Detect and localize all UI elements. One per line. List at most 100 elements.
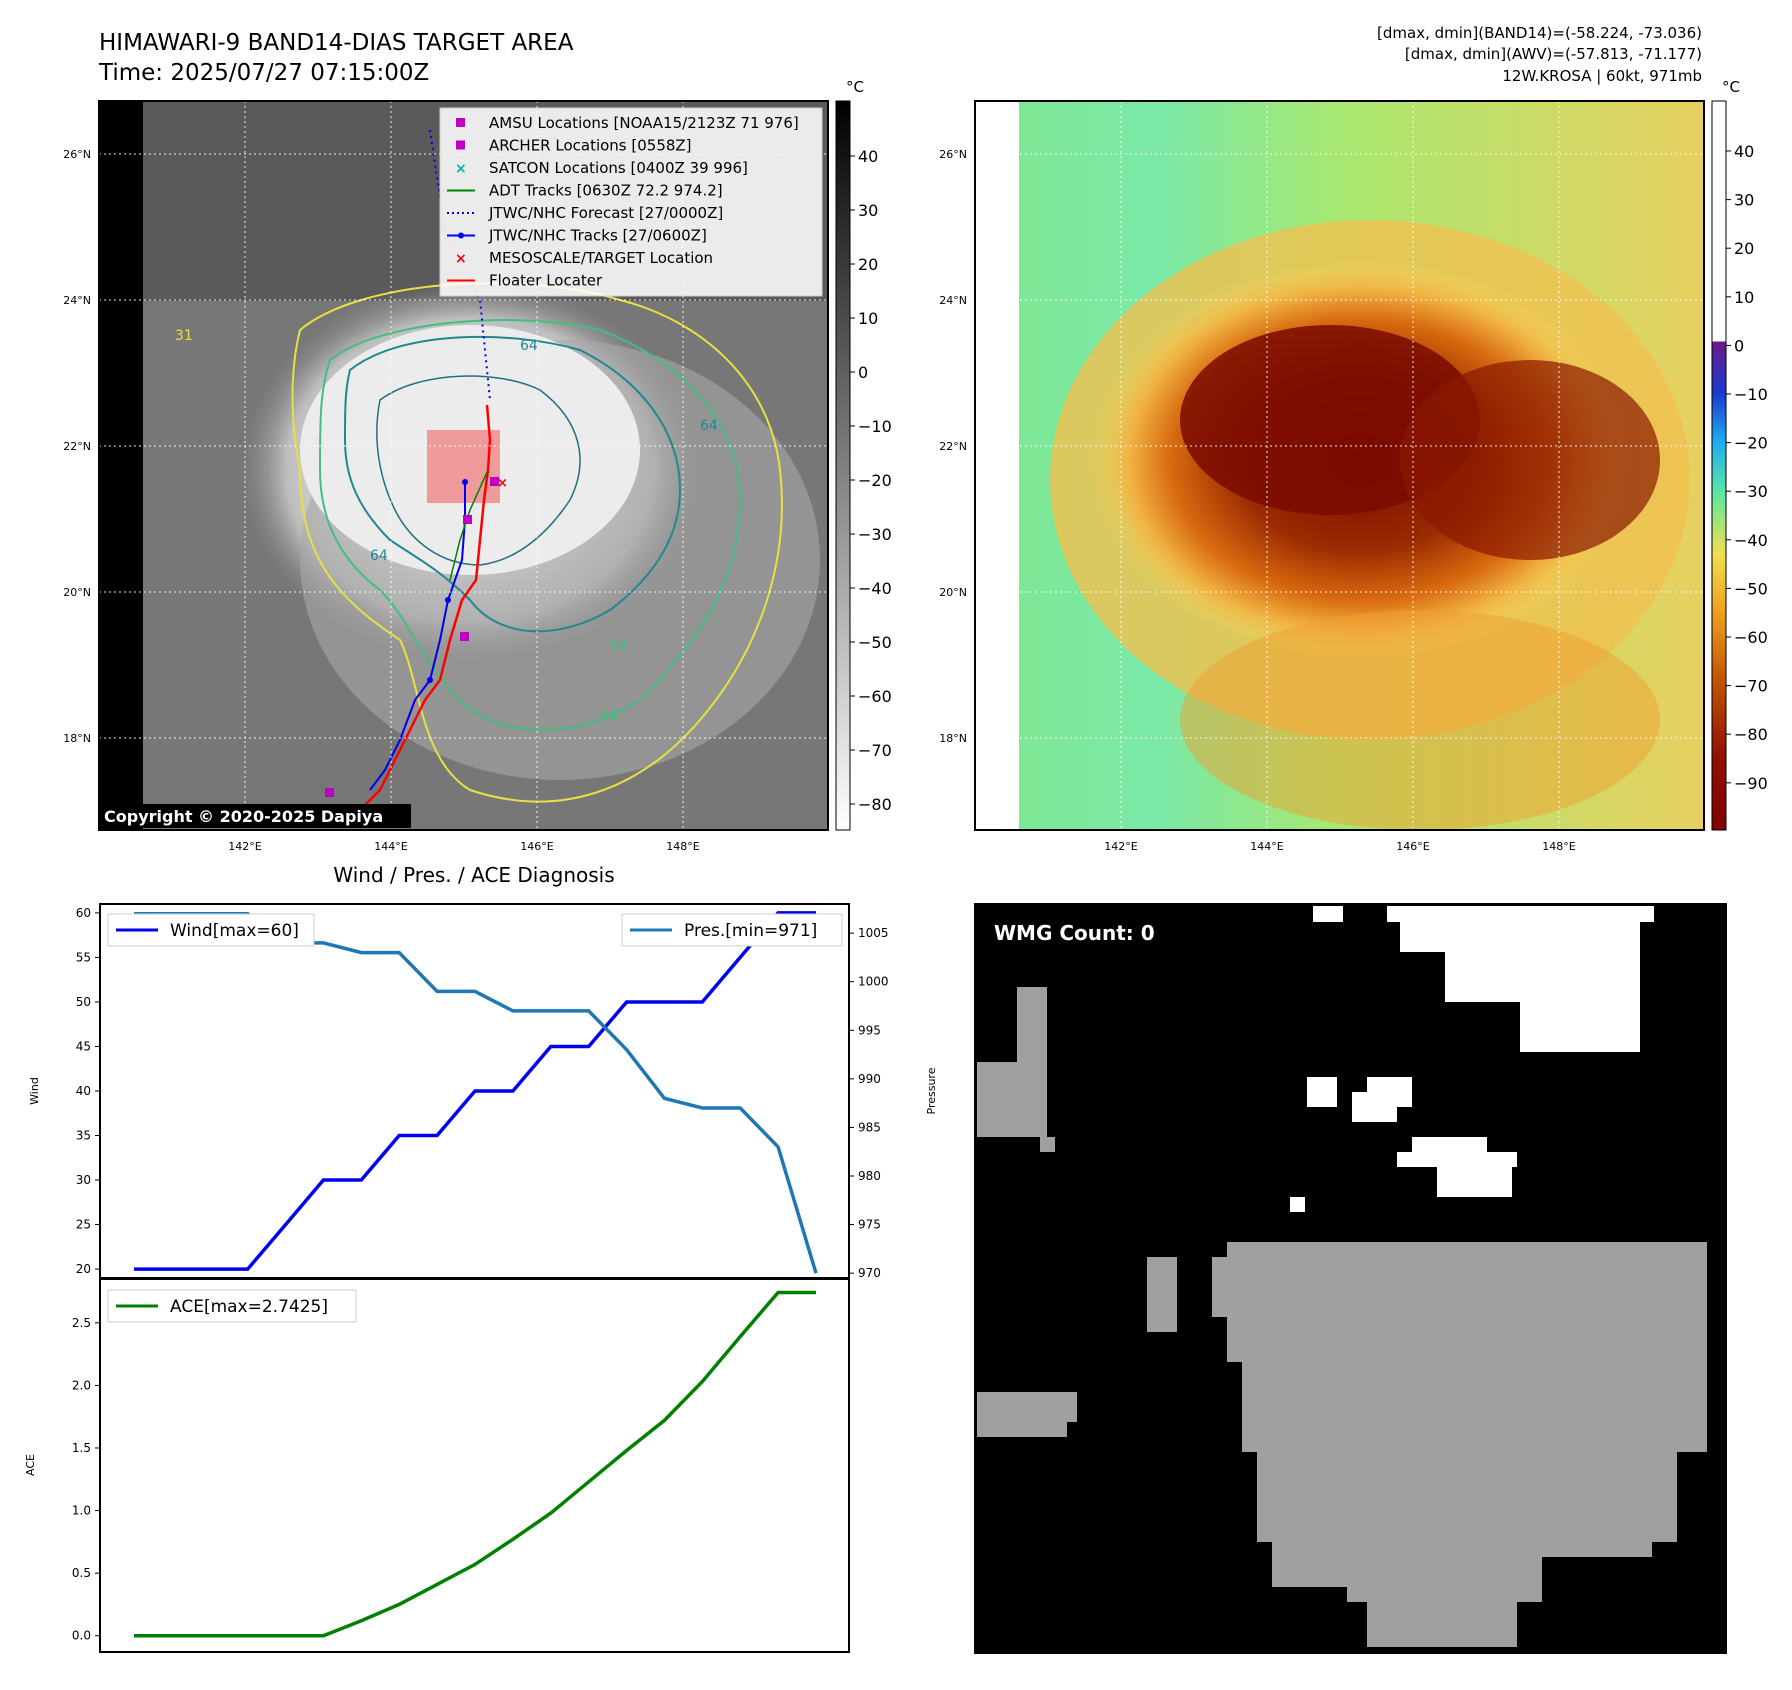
lat-tick-2: 22°N (63, 440, 91, 453)
pres-tick-4: 990 (858, 1072, 881, 1086)
ir-cb-tick-8: −40 (858, 579, 892, 598)
contour-label-64c: 64 (700, 418, 718, 434)
legend-marker-0 (456, 118, 465, 127)
awv-colorbar-unit: °C (1722, 78, 1740, 96)
left-lat-ticks: 26°N 24°N 22°N 20°N 18°N (63, 148, 91, 745)
wmg-count-label: WMG Count: 0 (994, 921, 1155, 945)
awv-cb-tick-9: −50 (1734, 579, 1768, 598)
ir-cb-tick-9: −50 (858, 633, 892, 652)
awv-cb-tick-8: −40 (1734, 531, 1768, 550)
contour-label-64b: 64 (520, 338, 538, 354)
ace-tick-3: 1.5 (72, 1441, 91, 1455)
legend-marker-1 (456, 140, 465, 150)
awv-cb-tick-7: −30 (1734, 482, 1768, 501)
wind-tick-7: 55 (76, 950, 91, 964)
awv-cb-tick-11: −70 (1734, 677, 1768, 696)
lat-tick-4: 18°N (939, 732, 967, 745)
band14-range: [dmax, dmin](BAND14)=(-58.224, -73.036) (1377, 24, 1702, 42)
legend-label-2: SATCON Locations [0400Z 39 996] (489, 159, 748, 177)
copyright-label: Copyright © 2020-2025 Dapiya (104, 807, 383, 826)
ace-tick-4: 2.0 (72, 1378, 91, 1392)
pres-tick-1: 975 (858, 1218, 881, 1232)
ir-cb-tick-3: 10 (858, 309, 878, 328)
awv-map (975, 101, 1704, 830)
wind-tick-0: 20 (76, 1262, 91, 1276)
awv-cb-tick-5: −10 (1734, 385, 1768, 404)
lon-tick-2: 146°E (1396, 840, 1429, 853)
ir-cb-tick-7: −30 (858, 525, 892, 544)
series-line-0 (134, 911, 816, 1271)
contour-label-31: 31 (175, 328, 193, 344)
lon-tick-0: 142°E (228, 840, 261, 853)
ace-tick-0: 0.0 (72, 1629, 91, 1643)
ace-line (134, 1290, 816, 1638)
lat-tick-1: 24°N (63, 294, 91, 307)
legend-label-1: ARCHER Locations [0558Z] (489, 137, 692, 155)
ace-chart: 0.0 0.5 1.0 1.5 2.0 2.5 ACE ACE[max=2.7425] (24, 1278, 850, 1653)
wind-tick-5: 45 (76, 1039, 91, 1053)
ace-legend: ACE[max=2.7425] (107, 1289, 357, 1323)
awv-cb-tick-13: −90 (1734, 774, 1768, 793)
lat-tick-4: 18°N (63, 732, 91, 745)
left-lon-ticks: 142°E 144°E 146°E 148°E (228, 840, 699, 853)
ir-colorbar-unit: °C (846, 78, 864, 96)
awv-cb-tick-12: −80 (1734, 725, 1768, 744)
pres-tick-2: 980 (858, 1169, 881, 1183)
ir-cb-tick-11: −70 (858, 741, 892, 760)
pres-tick-5: 995 (858, 1023, 881, 1037)
ace-tick-5: 2.5 (72, 1316, 91, 1330)
pres-tick-3: 985 (858, 1120, 881, 1134)
wind-tick-8: 60 (76, 906, 91, 920)
awv-cb-tick-6: −20 (1734, 434, 1768, 453)
lon-tick-0: 142°E (1104, 840, 1137, 853)
ace-axis-label: ACE (24, 1454, 37, 1476)
awv-cb-tick-10: −60 (1734, 628, 1768, 647)
wind-axis-label: Wind (28, 1077, 41, 1105)
awv-cb-tick-4: 0 (1734, 336, 1744, 355)
storm-info: 12W.KROSA | 60kt, 971mb (1502, 67, 1702, 85)
pres-legend: Pres.[min=971] (621, 913, 843, 947)
ir-cb-tick-0: 40 (858, 147, 878, 166)
ace-legend-label: ACE[max=2.7425] (170, 1297, 328, 1317)
wind-tick-1: 25 (76, 1218, 91, 1232)
lon-tick-1: 144°E (374, 840, 407, 853)
lat-tick-3: 20°N (939, 586, 967, 599)
awv-colorbar: °C 40 30 20 10 0 −10 −20 −30 −40 −50 −60 −70 −80 −90 (1711, 78, 1768, 831)
awv-cb-tick-3: 10 (1734, 288, 1754, 307)
lon-tick-1: 144°E (1250, 840, 1283, 853)
legend-label-5: JTWC/NHC Tracks [27/0600Z] (488, 227, 707, 245)
ace-tick-2: 1.0 (72, 1504, 91, 1518)
wind-tick-2: 30 (76, 1173, 91, 1187)
awv-cb-tick-2: 20 (1734, 239, 1754, 258)
figure-title: HIMAWARI-9 BAND14-DIAS TARGET AREA (99, 30, 574, 56)
legend-label-0: AMSU Locations [NOAA15/2123Z 71 976] (489, 114, 799, 132)
pres-tick-6: 1000 (858, 975, 889, 989)
lat-tick-0: 26°N (63, 148, 91, 161)
pres-tick-7: 1005 (858, 926, 889, 940)
map-legend: AMSU Locations [NOAA15/2123Z 71 976] ARCH… (439, 107, 823, 297)
ace-tick-1: 0.5 (72, 1566, 91, 1580)
contour-label-64: 64 (370, 548, 388, 564)
awv-cb-tick-1: 30 (1734, 191, 1754, 210)
contour-label-54b: 54 (610, 638, 628, 654)
lat-tick-2: 22°N (939, 440, 967, 453)
ir-cb-tick-12: −80 (858, 795, 892, 814)
awv-cb-tick-0: 40 (1734, 142, 1754, 161)
lon-tick-2: 146°E (520, 840, 553, 853)
wind-tick-6: 50 (76, 995, 91, 1009)
diagnosis-title: Wind / Pres. / ACE Diagnosis (333, 863, 614, 887)
legend-label-4: JTWC/NHC Forecast [27/0000Z] (488, 204, 723, 222)
wind-pres-chart: 20 25 30 35 40 45 50 55 60 970 975 980 985 990 995 100… (28, 903, 938, 1280)
wind-tick-4: 40 (76, 1084, 91, 1098)
pressure-axis-label: Pressure (925, 1067, 938, 1114)
ir-cb-tick-10: −60 (858, 687, 892, 706)
contour-label-54: 54 (600, 708, 618, 724)
legend-marker-dot-5 (458, 232, 464, 239)
wind-legend: Wind[max=60] (107, 913, 315, 947)
awv-range: [dmax, dmin](AWV)=(-57.813, -71.177) (1405, 45, 1702, 63)
ir-colorbar: °C 40 30 20 10 0 −10 −20 −30 −40 −50 −60 −70 −80 (835, 78, 892, 831)
legend-marker-2: × (455, 161, 467, 177)
ir-cb-tick-2: 20 (858, 255, 878, 274)
wind-legend-label: Wind[max=60] (170, 921, 299, 941)
